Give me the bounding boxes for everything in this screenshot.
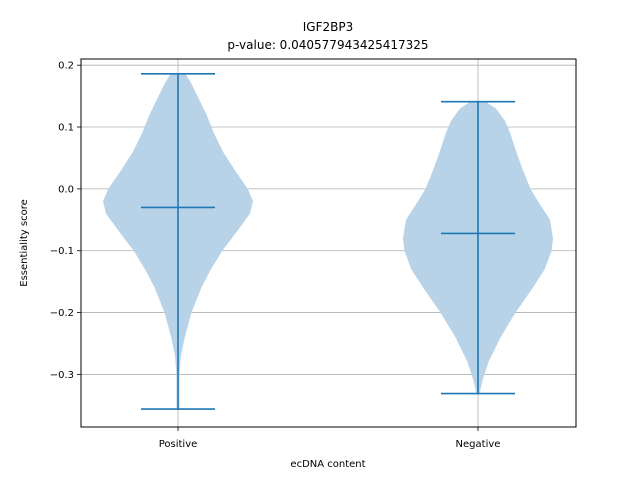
- chart-title: IGF2BP3: [303, 20, 353, 34]
- plot-frame: [80, 58, 577, 428]
- x-tick-label: Negative: [456, 439, 501, 450]
- x-axis-ticks: Positive Negative: [159, 427, 501, 450]
- y-tick-label: −0.1: [50, 246, 74, 257]
- y-axis-ticks: −0.3 −0.2 −0.1 0.0 0.1 0.2: [50, 61, 81, 381]
- y-tick-label: −0.2: [50, 308, 74, 319]
- x-axis-label: ecDNA content: [290, 459, 365, 470]
- y-tick-label: −0.3: [50, 370, 74, 381]
- y-tick-label: 0.2: [58, 61, 74, 72]
- y-tick-label: 0.0: [58, 184, 74, 195]
- y-tick-label: 0.1: [58, 123, 74, 134]
- violin-bodies: [103, 73, 553, 410]
- y-axis-label: Essentiality score: [19, 199, 30, 287]
- violin-lines: [141, 73, 515, 410]
- x-tick-label: Positive: [159, 439, 198, 450]
- chart-subtitle: p-value: 0.040577943425417325: [227, 38, 428, 52]
